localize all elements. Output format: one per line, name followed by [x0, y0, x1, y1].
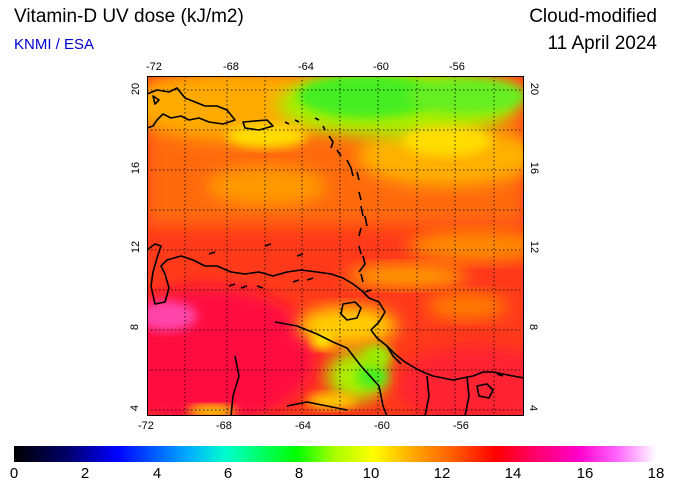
- right-lat-tick: 20: [528, 82, 541, 96]
- right-lat-tick: 12: [528, 240, 541, 254]
- colorbar-label: 2: [80, 465, 90, 482]
- uv-dose-map: [147, 76, 524, 416]
- left-lat-tick: 16: [130, 161, 143, 175]
- bottom-lon-tick: -72: [138, 420, 154, 432]
- mode-label: Cloud-modified: [529, 6, 657, 27]
- colorbar-label: 12: [433, 465, 451, 482]
- colorbar-label: 14: [504, 465, 522, 482]
- left-lat-tick: 8: [129, 323, 142, 331]
- colorbar-label: 10: [362, 465, 380, 482]
- colorbar-label: 0: [9, 465, 19, 482]
- top-lon-tick: -60: [373, 61, 389, 73]
- top-lon-tick: -56: [449, 61, 465, 73]
- colorbar-label: 4: [152, 465, 162, 482]
- left-lat-tick: 12: [130, 240, 143, 254]
- right-lat-tick: 8: [527, 323, 540, 331]
- bottom-lon-tick: -68: [216, 420, 232, 432]
- bottom-lon-tick: -64: [295, 420, 311, 432]
- left-lat-tick: 20: [130, 82, 143, 96]
- credit-label: KNMI / ESA: [14, 36, 95, 53]
- colorbar-label: 6: [223, 465, 233, 482]
- bottom-lon-tick: -56: [453, 420, 469, 432]
- top-lon-tick: -72: [146, 61, 162, 73]
- left-lat-tick: 4: [129, 404, 142, 412]
- colorbar-label: 16: [576, 465, 594, 482]
- colorbar-label: 8: [294, 465, 304, 482]
- map-title: Vitamin-D UV dose (kJ/m2): [14, 6, 244, 27]
- right-lat-tick: 4: [527, 404, 540, 412]
- top-lon-tick: -64: [298, 61, 314, 73]
- date-label: 11 April 2024: [547, 33, 657, 54]
- top-lon-tick: -68: [223, 61, 239, 73]
- right-lat-tick: 16: [528, 161, 541, 175]
- colorbar: [14, 446, 656, 462]
- colorbar-label: 18: [647, 465, 665, 482]
- bottom-lon-tick: -60: [374, 420, 390, 432]
